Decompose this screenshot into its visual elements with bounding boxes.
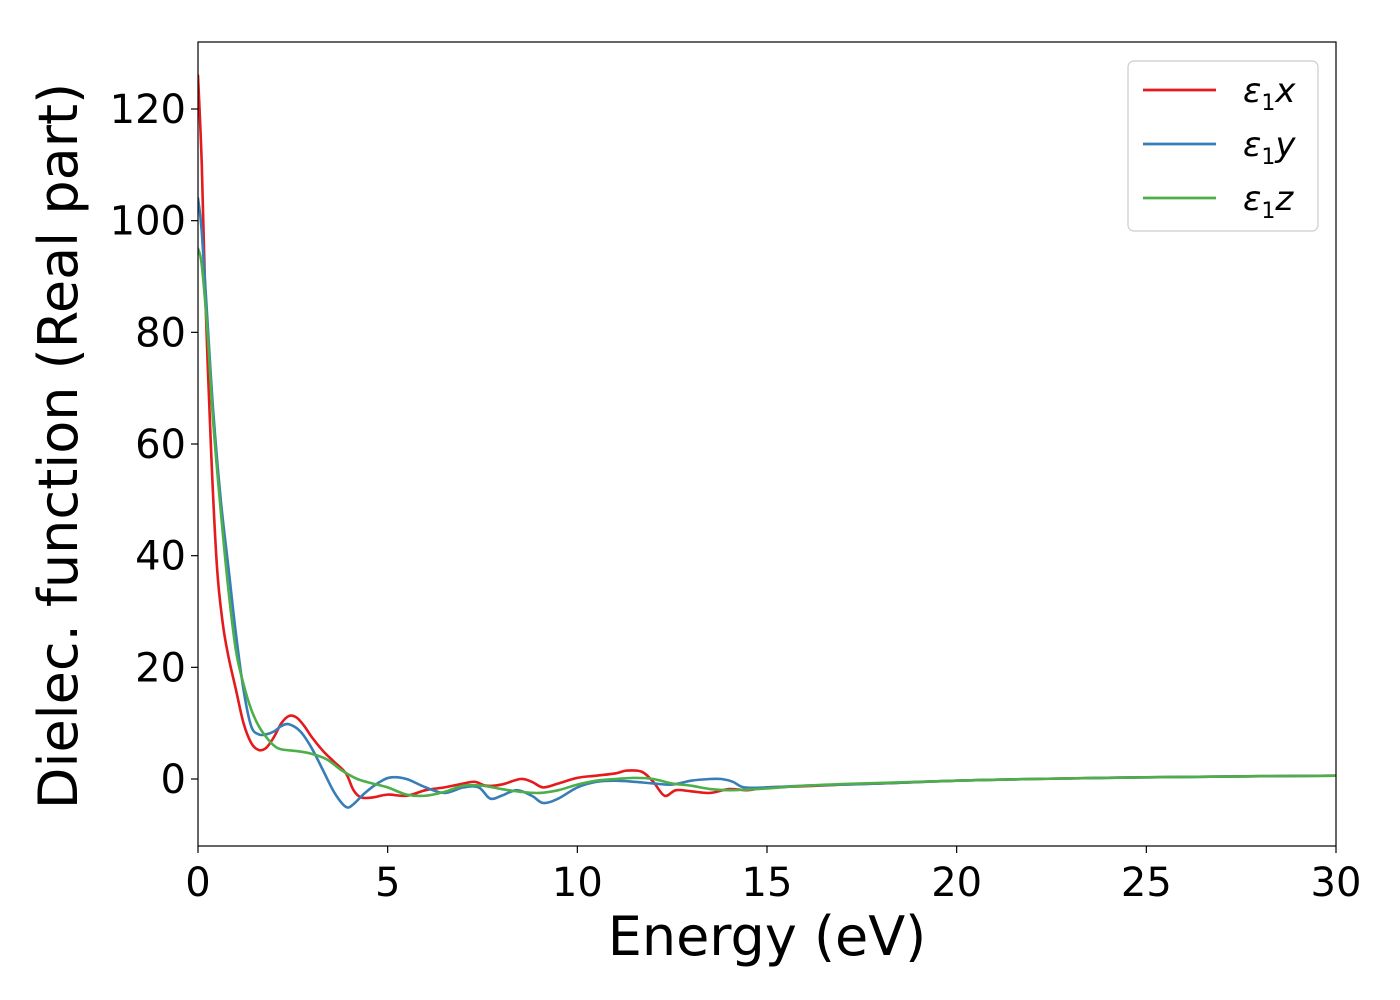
y-axis: 0 20 40 60 80 100 120 [110,87,198,803]
legend-label-x: ε1x [1243,71,1296,116]
x-tick-label: 15 [742,860,793,906]
x-axis-title: Energy (eV) [608,905,927,968]
legend-label-y: ε1y [1243,125,1296,170]
y-tick-label: 20 [135,645,186,691]
legend-box [1127,60,1319,232]
legend: ε1x ε1y ε1z [1127,60,1319,232]
x-tick-label: 20 [931,860,982,906]
y-tick-label: 0 [161,757,186,803]
y-tick-label: 100 [110,199,186,245]
y-tick-label: 40 [135,534,186,580]
x-tick-label: 25 [1121,860,1172,906]
x-tick-label: 30 [1311,860,1362,906]
x-tick-label: 10 [552,860,603,906]
x-tick-label: 5 [375,860,400,906]
x-tick-label: 0 [185,860,210,906]
legend-label-z: ε1z [1243,179,1294,224]
y-axis-title: Dielec. function (Real part) [27,83,90,809]
y-tick-label: 60 [135,422,186,468]
series-line-z [198,247,1336,798]
series-layer [198,74,1336,809]
y-tick-label: 80 [135,310,186,356]
x-axis: 0 5 10 15 20 25 30 [185,846,1361,906]
y-tick-label: 120 [110,87,186,133]
